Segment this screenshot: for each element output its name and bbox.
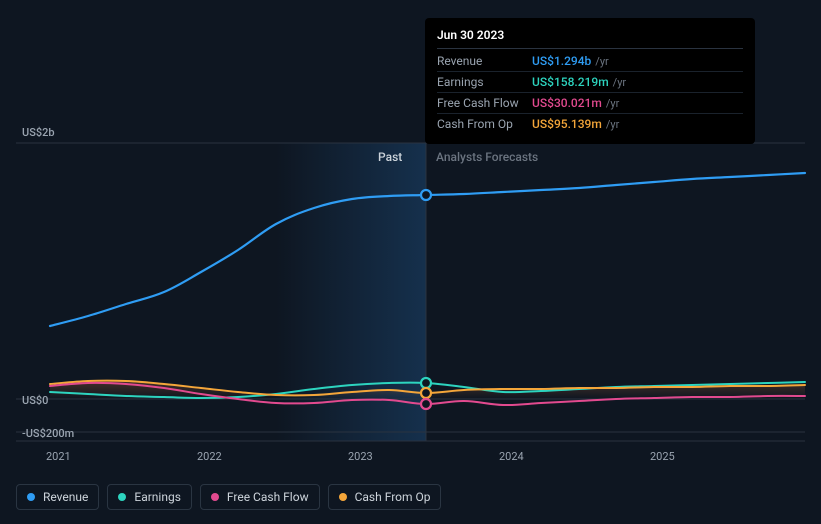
- tooltip-row: Free Cash FlowUS$30.021m/yr: [437, 93, 743, 114]
- legend-item-label: Earnings: [134, 490, 181, 504]
- tooltip-row-unit: /yr: [606, 97, 619, 110]
- y-axis-tick: -US$200m: [22, 427, 74, 440]
- y-axis-tick: US$2b: [22, 126, 55, 139]
- tooltip-row-label: Earnings: [437, 75, 532, 89]
- tooltip-row: Cash From OpUS$95.139m/yr: [437, 114, 743, 134]
- legend-item-earnings[interactable]: Earnings: [107, 484, 192, 510]
- tooltip-row-unit: /yr: [595, 55, 608, 68]
- legend-item-label: Cash From Op: [355, 490, 431, 504]
- x-axis-tick: 2023: [348, 450, 373, 463]
- legend-item-cash-from-op[interactable]: Cash From Op: [328, 484, 442, 510]
- tooltip-row-unit: /yr: [606, 118, 619, 131]
- legend-dot-icon: [211, 493, 219, 501]
- legend-item-label: Revenue: [43, 490, 88, 504]
- legend-item-label: Free Cash Flow: [227, 490, 309, 504]
- legend-dot-icon: [27, 493, 35, 501]
- tooltip-row: RevenueUS$1.294b/yr: [437, 51, 743, 72]
- legend-item-free-cash-flow[interactable]: Free Cash Flow: [200, 484, 320, 510]
- tooltip-row-value: US$158.219m: [532, 75, 609, 89]
- tooltip-row-label: Free Cash Flow: [437, 96, 532, 110]
- y-axis-tick: US$0: [22, 394, 48, 407]
- x-axis-tick: 2022: [197, 450, 222, 463]
- legend-item-revenue[interactable]: Revenue: [16, 484, 99, 510]
- tooltip-row-label: Cash From Op: [437, 117, 532, 131]
- tooltip-row-unit: /yr: [613, 76, 626, 89]
- section-label-forecast: Analysts Forecasts: [436, 150, 538, 164]
- tooltip-row-value: US$95.139m: [532, 117, 602, 131]
- x-axis-tick: 2024: [499, 450, 524, 463]
- tooltip-row-value: US$1.294b: [532, 54, 591, 68]
- section-label-past: Past: [378, 150, 404, 164]
- x-axis-tick: 2025: [650, 450, 675, 463]
- x-axis-tick: 2021: [46, 450, 71, 463]
- legend-dot-icon: [118, 493, 126, 501]
- tooltip-row: EarningsUS$158.219m/yr: [437, 72, 743, 93]
- tooltip-row-label: Revenue: [437, 54, 532, 68]
- chart-tooltip: Jun 30 2023 RevenueUS$1.294b/yrEarningsU…: [425, 18, 755, 144]
- chart-legend: Revenue Earnings Free Cash Flow Cash From O…: [16, 484, 441, 510]
- tooltip-date: Jun 30 2023: [437, 28, 743, 49]
- tooltip-row-value: US$30.021m: [532, 96, 602, 110]
- legend-dot-icon: [339, 493, 347, 501]
